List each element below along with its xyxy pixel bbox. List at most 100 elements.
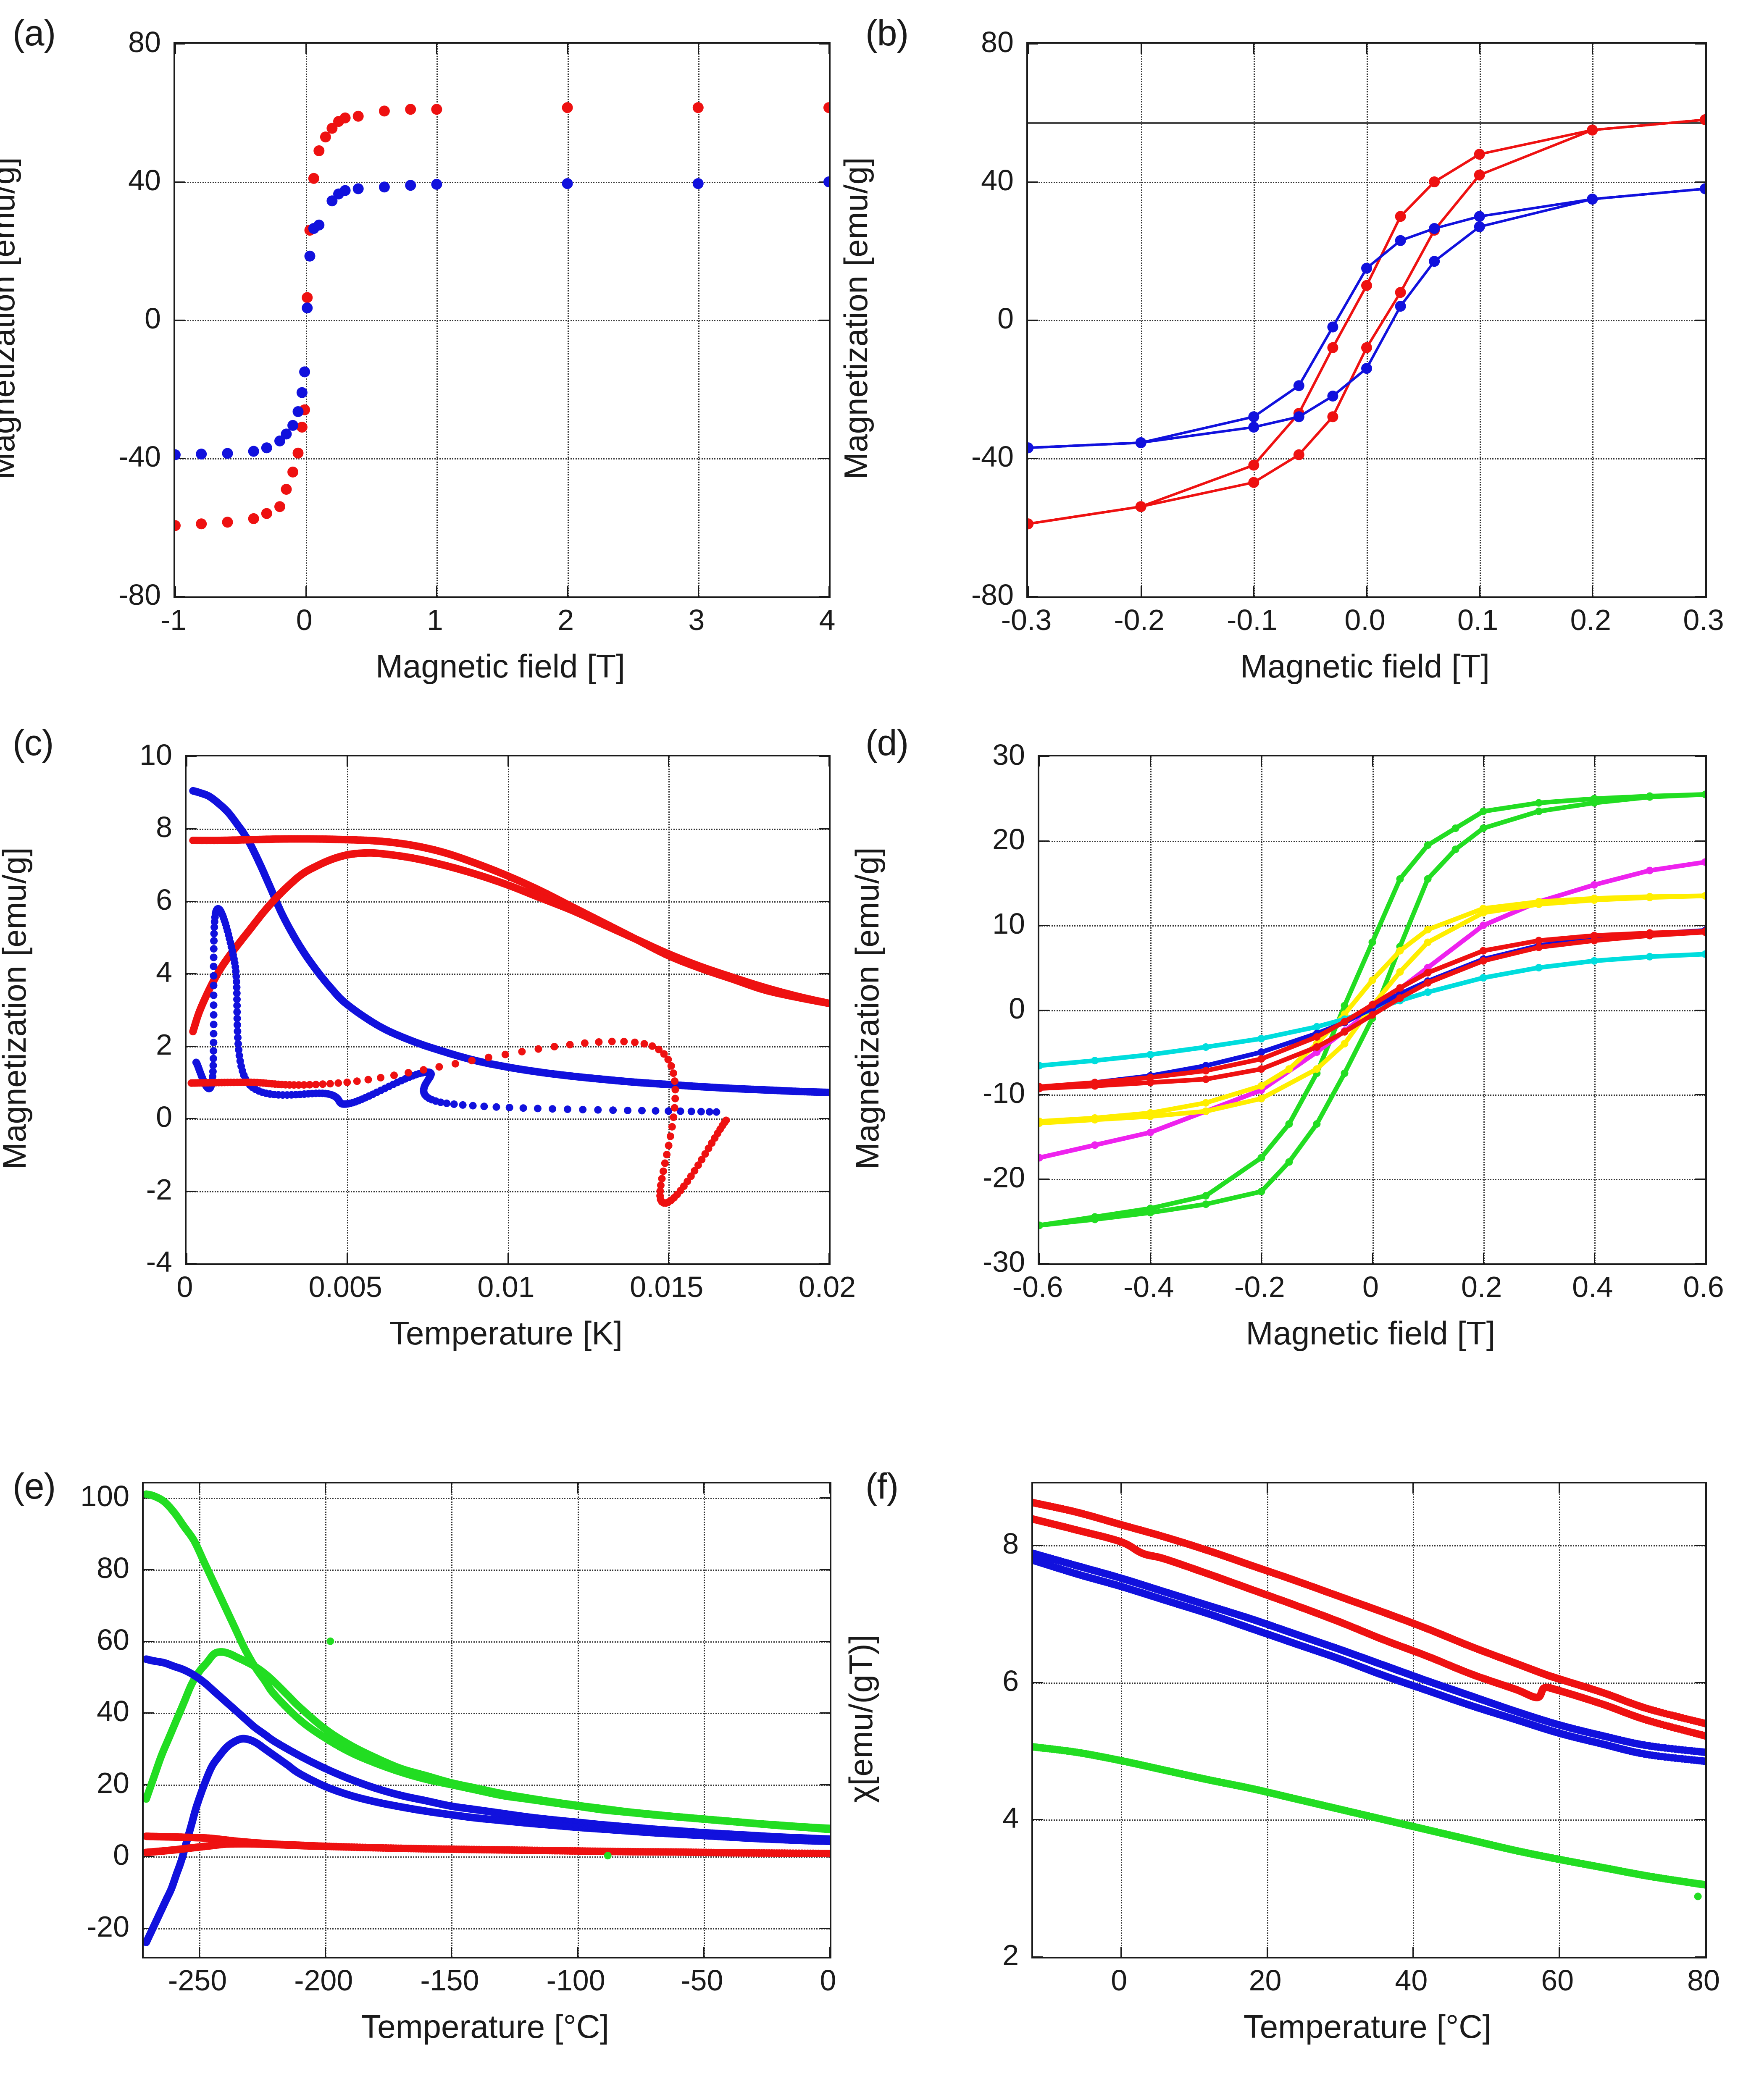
tick-mark-x — [1483, 1253, 1484, 1263]
tick-mark-x-top — [1592, 44, 1593, 54]
tick-mark-y — [1028, 596, 1038, 597]
data-point — [248, 513, 259, 524]
data-point — [1587, 124, 1598, 136]
data-point — [210, 1011, 218, 1019]
data-point — [1590, 937, 1598, 945]
data-point — [1293, 380, 1304, 391]
gridline-v — [507, 756, 509, 1263]
data-point — [1429, 223, 1440, 234]
data-point — [210, 953, 218, 961]
data-point — [210, 1030, 218, 1038]
data-point — [1285, 1158, 1293, 1166]
tick-mark-y — [187, 1045, 197, 1047]
data-point — [326, 1080, 334, 1088]
data-point — [233, 989, 241, 997]
series-red-rising — [189, 849, 829, 1036]
data-point — [1313, 1065, 1321, 1073]
data-point — [562, 178, 573, 189]
data-point — [1327, 342, 1338, 353]
data-point — [304, 250, 316, 262]
tick-mark-x-top — [668, 756, 669, 766]
tick-mark-x-top — [1039, 756, 1040, 766]
data-point — [665, 1142, 673, 1150]
series-red-ascending — [1028, 114, 1705, 530]
data-point — [339, 185, 351, 196]
tick-mark-x-top — [1253, 44, 1255, 54]
data-point — [209, 1068, 217, 1076]
data-point — [608, 1037, 616, 1045]
data-point — [312, 1081, 320, 1089]
data-point — [1341, 1018, 1349, 1026]
data-point — [562, 102, 573, 113]
data-point — [1396, 875, 1404, 883]
data-point — [624, 1106, 632, 1114]
series-blue-zfc — [144, 1735, 830, 1946]
data-point — [287, 420, 299, 431]
data-point — [1474, 149, 1485, 160]
tick-mark-y — [187, 973, 197, 975]
data-point — [705, 1108, 713, 1116]
data-point — [640, 1040, 648, 1048]
panel-d-tag: (d) — [865, 723, 909, 763]
tick-mark-y-right — [820, 1927, 830, 1929]
data-point — [1257, 1048, 1265, 1056]
data-point — [377, 1074, 385, 1082]
series-line — [1028, 187, 1705, 449]
data-point — [233, 1008, 241, 1016]
data-point — [1424, 988, 1432, 996]
tick-mark-y-right — [819, 973, 829, 975]
gridline-h — [175, 458, 829, 459]
tick-mark-y-right — [1695, 596, 1705, 597]
tick-mark-x-top — [828, 756, 829, 766]
data-point — [1646, 866, 1654, 874]
data-point — [352, 110, 364, 122]
tick-mark-x — [1253, 586, 1255, 596]
data-point — [353, 1077, 361, 1085]
data-point — [420, 1066, 428, 1074]
data-point — [484, 1053, 492, 1061]
panel-d-axes — [1038, 755, 1707, 1265]
data-point — [364, 1076, 372, 1084]
tick-mark-y-right — [820, 1497, 830, 1499]
tick-mark-y — [175, 44, 185, 45]
tick-mark-x — [347, 1253, 348, 1263]
data-point — [299, 366, 310, 378]
gridline-v — [668, 756, 670, 1263]
data-point — [319, 1080, 327, 1088]
data-point — [1202, 1099, 1210, 1107]
data-point — [1535, 807, 1543, 815]
data-point — [209, 1055, 217, 1063]
data-point — [1701, 928, 1705, 936]
tick-mark-y — [1039, 1009, 1049, 1011]
gridline-v — [1261, 756, 1263, 1263]
tick-mark-y-right — [1695, 756, 1705, 757]
tick-mark-x-top — [1705, 44, 1706, 54]
tick-mark-x — [1592, 586, 1593, 596]
data-point — [196, 449, 207, 460]
data-point — [296, 422, 308, 433]
tick-mark-x — [703, 1947, 705, 1957]
tick-mark-x-top — [577, 1483, 578, 1494]
panel-e-axes — [142, 1482, 831, 1958]
tick-mark-y — [1028, 458, 1038, 459]
data-point — [1361, 280, 1372, 291]
tick-mark-x — [1372, 1253, 1373, 1263]
gridline-v — [451, 1483, 453, 1957]
series-red-descending — [1028, 114, 1705, 530]
tick-mark-y-right — [819, 1263, 829, 1264]
data-point — [306, 1081, 314, 1089]
series-red-outliers — [187, 1037, 730, 1207]
data-point — [1248, 422, 1259, 433]
data-point — [326, 123, 338, 134]
data-point — [210, 945, 218, 953]
tick-mark-y-right — [819, 900, 829, 902]
ax-e-data-layer — [144, 1490, 830, 1946]
tick-mark-y-right — [820, 1641, 830, 1642]
series-line — [1028, 187, 1705, 449]
tick-mark-x — [1028, 586, 1029, 596]
data-point — [1327, 411, 1338, 423]
data-point — [1146, 1079, 1154, 1087]
panel-c-axes — [185, 755, 831, 1265]
data-point — [1701, 858, 1705, 866]
series-blue-fc — [144, 1655, 830, 1843]
